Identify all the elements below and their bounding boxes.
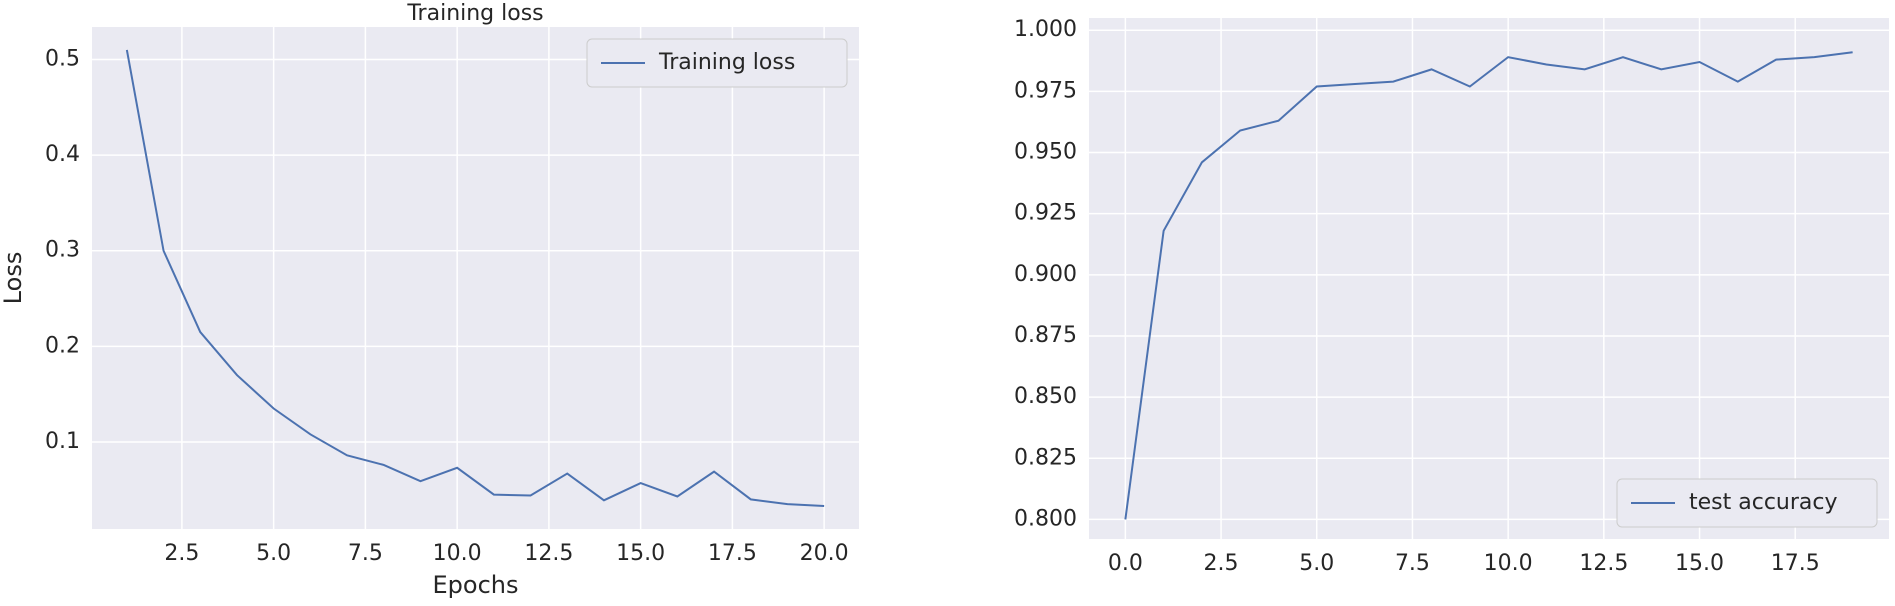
y-tick-label: 1.000 [1014,17,1077,42]
x-tick-label: 7.5 [348,541,383,566]
y-tick-label: 0.925 [1014,201,1077,226]
legend-label: test accuracy [1689,490,1838,515]
x-tick-label: 10.0 [433,541,482,566]
x-tick-label: 15.0 [1675,551,1724,576]
y-tick-label: 0.900 [1014,262,1077,287]
x-tick-label: 12.5 [1579,551,1628,576]
x-tick-label: 12.5 [524,541,573,566]
plot-area [1089,18,1889,539]
y-tick-label: 0.2 [45,333,80,358]
x-tick-label: 5.0 [1299,551,1334,576]
x-tick-label: 2.5 [164,541,199,566]
legend [1616,478,1878,528]
y-tick-label: 0.3 [45,238,80,263]
chart-title: Training loss [406,1,543,26]
y-tick-label: 0.800 [1014,506,1077,531]
x-tick-label: 15.0 [616,541,665,566]
y-tick-label: 0.5 [45,47,80,72]
y-tick-label: 0.1 [45,429,80,454]
legend-label: Training loss [658,50,795,75]
y-tick-label: 0.4 [45,142,80,167]
x-tick-label: 7.5 [1395,551,1430,576]
x-tick-label: 17.5 [1771,551,1820,576]
x-tick-label: 20.0 [800,541,849,566]
x-tick-label: 0.0 [1108,551,1143,576]
x-tick-label: 5.0 [256,541,291,566]
data-line [1124,51,1853,520]
y-tick-label: 0.850 [1014,384,1077,409]
x-axis-label: Epochs [433,571,519,599]
y-axis-label: Loss [0,252,27,305]
x-tick-label: 17.5 [708,541,757,566]
y-tick-label: 0.875 [1014,323,1077,348]
y-tick-label: 0.950 [1014,140,1077,165]
legend [586,38,848,88]
data-line [125,49,825,508]
x-tick-label: 10.0 [1484,551,1533,576]
y-tick-label: 0.825 [1014,445,1077,470]
plot-area [92,27,859,529]
x-tick-label: 2.5 [1204,551,1239,576]
y-tick-label: 0.975 [1014,78,1077,103]
